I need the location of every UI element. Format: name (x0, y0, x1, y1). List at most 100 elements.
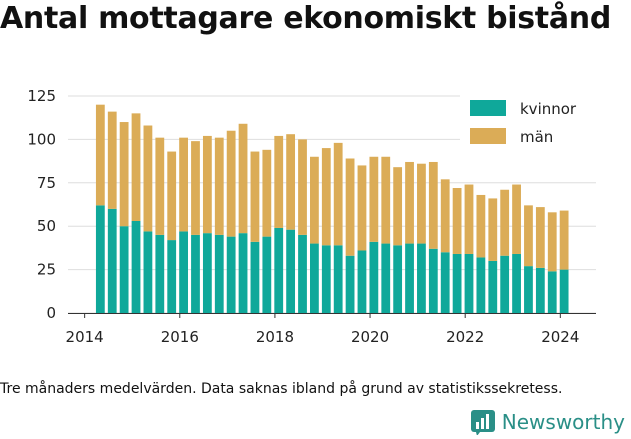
bar-man (476, 194, 486, 258)
legend-label: män (520, 128, 553, 146)
bar-man (524, 205, 533, 267)
bar-kvinnor (357, 250, 367, 313)
bar-kvinnor (238, 233, 248, 313)
bar-man (214, 137, 224, 235)
bar-man (381, 156, 391, 244)
bar-man (226, 130, 236, 237)
bar-man (452, 188, 462, 254)
bar-man (298, 139, 307, 235)
bar-man (440, 179, 450, 253)
bar-man (119, 122, 129, 227)
bar-kvinnor (417, 243, 426, 313)
bar-man (393, 167, 403, 246)
bar-kvinnor (524, 266, 533, 313)
bar-man (310, 156, 319, 244)
bar-kvinnor (559, 269, 569, 313)
y-tick-label: 0 (46, 304, 56, 322)
chart-title: Antal mottagare ekonomiskt bistånd (0, 1, 612, 36)
x-tick-label: 2016 (161, 328, 199, 346)
bar-man (345, 158, 355, 256)
bar-man (535, 207, 545, 268)
bar-man (167, 151, 177, 241)
bar-kvinnor (262, 236, 272, 313)
bar-man (107, 111, 117, 209)
bar-kvinnor (476, 257, 486, 313)
bar-man (202, 135, 212, 234)
bar-kvinnor (274, 227, 284, 313)
bar-kvinnor (119, 226, 129, 313)
legend-swatch (470, 128, 506, 144)
bar-kvinnor (226, 236, 236, 313)
bar-man (286, 134, 296, 230)
bar-man (131, 113, 141, 221)
bars (95, 104, 569, 313)
bar-kvinnor (310, 243, 319, 313)
legend-label: kvinnor (520, 100, 577, 118)
bar-man (333, 142, 343, 246)
bar-kvinnor (428, 248, 438, 313)
bar-kvinnor (155, 234, 165, 313)
bar-kvinnor (214, 234, 224, 313)
bar-chart-icon (470, 410, 495, 435)
bar-kvinnor (369, 241, 379, 313)
bar-kvinnor (535, 267, 545, 313)
y-tick-label: 25 (37, 261, 56, 279)
x-tick-label: 2022 (446, 328, 484, 346)
bar-man (238, 123, 248, 234)
bar-man (559, 210, 569, 270)
x-axis: 2014 2016 2018 2020 2022 2024 (66, 313, 596, 346)
bar-kvinnor (95, 205, 105, 313)
bar-man (428, 161, 438, 249)
legend: kvinnor män (460, 93, 596, 153)
brand-name: Newsworthy (501, 410, 625, 434)
bar-man (321, 148, 331, 246)
bar-kvinnor (452, 253, 462, 313)
bar-man (274, 135, 284, 228)
bar-kvinnor (512, 253, 521, 313)
y-axis: 0 25 50 75 100 125 (27, 87, 56, 322)
bar-kvinnor (131, 220, 141, 313)
bar-kvinnor (143, 231, 153, 313)
x-tick-label: 2014 (66, 328, 104, 346)
bar-kvinnor (440, 252, 450, 313)
bar-kvinnor (321, 245, 331, 313)
bar-kvinnor (179, 231, 188, 313)
bar-kvinnor (202, 233, 212, 313)
bar-kvinnor (333, 245, 343, 313)
bar-kvinnor (250, 241, 260, 313)
bar-man (95, 104, 105, 206)
bar-kvinnor (547, 271, 557, 313)
bar-man (405, 161, 414, 244)
bar-kvinnor (286, 229, 296, 313)
x-tick-label: 2024 (541, 328, 579, 346)
bar-man (250, 151, 260, 242)
bar-man (155, 137, 165, 235)
bar-kvinnor (298, 234, 307, 313)
bar-man (417, 163, 426, 244)
bar-kvinnor (393, 245, 403, 313)
bar-kvinnor (167, 240, 177, 313)
chart: 0 25 50 75 100 125 2014 2016 2018 2020 2022 2024 k… (27, 87, 596, 346)
bar-man (488, 198, 498, 261)
x-tick-label: 2020 (351, 328, 389, 346)
bar-man (191, 141, 200, 235)
bar-kvinnor (405, 243, 414, 313)
bar-man (464, 184, 474, 254)
y-tick-label: 75 (37, 174, 56, 192)
bar-man (262, 149, 272, 237)
y-tick-label: 125 (27, 87, 56, 105)
bar-man (547, 212, 557, 272)
bar-man (179, 137, 188, 232)
brand-logo[interactable]: Newsworthy (470, 408, 625, 436)
bar-man (357, 165, 367, 251)
bar-kvinnor (381, 243, 391, 313)
y-tick-label: 50 (37, 217, 56, 235)
legend-swatch (470, 100, 506, 116)
bar-kvinnor (500, 255, 510, 313)
bar-man (500, 189, 510, 256)
bar-man (512, 184, 521, 254)
y-tick-label: 100 (27, 130, 56, 148)
x-tick-label: 2018 (256, 328, 294, 346)
bar-kvinnor (345, 255, 355, 313)
bar-kvinnor (107, 208, 117, 313)
